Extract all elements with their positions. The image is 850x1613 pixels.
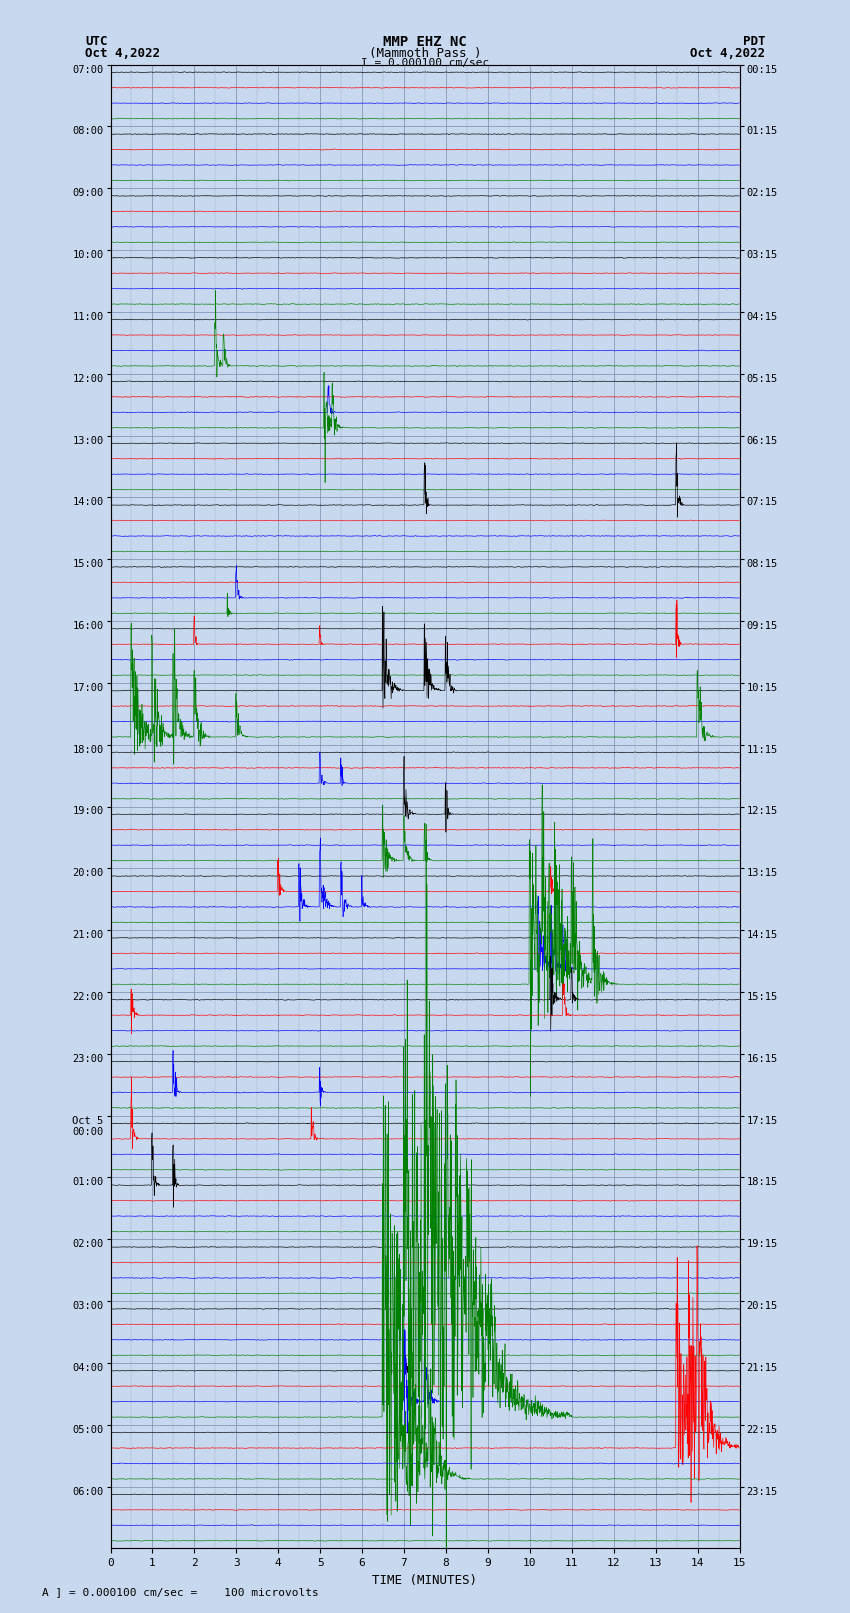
Text: Oct 4,2022: Oct 4,2022 <box>690 47 765 60</box>
Text: (Mammoth Pass ): (Mammoth Pass ) <box>369 47 481 60</box>
Text: MMP EHZ NC: MMP EHZ NC <box>383 35 467 50</box>
X-axis label: TIME (MINUTES): TIME (MINUTES) <box>372 1574 478 1587</box>
Text: I = 0.000100 cm/sec: I = 0.000100 cm/sec <box>361 58 489 68</box>
Text: A ] = 0.000100 cm/sec =    100 microvolts: A ] = 0.000100 cm/sec = 100 microvolts <box>42 1587 320 1597</box>
Text: PDT: PDT <box>743 35 765 48</box>
Text: UTC: UTC <box>85 35 107 48</box>
Text: Oct 4,2022: Oct 4,2022 <box>85 47 160 60</box>
